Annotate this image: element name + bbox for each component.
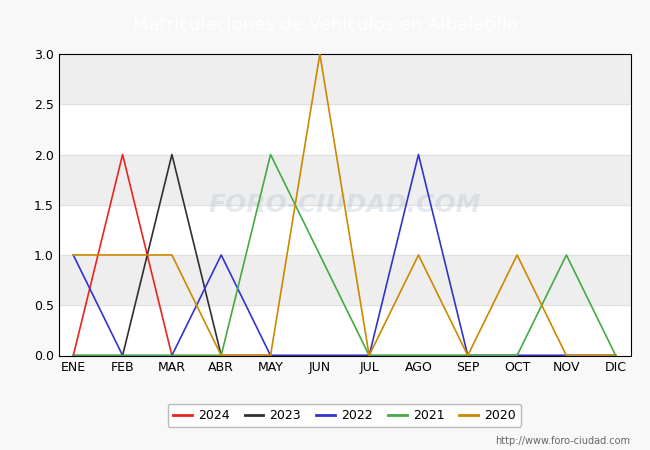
Bar (58, 255, 630, 305)
Text: Matriculaciones de Vehiculos en Albalatillo: Matriculaciones de Vehiculos en Albalati… (133, 16, 517, 34)
Legend: 2024, 2023, 2022, 2021, 2020: 2024, 2023, 2022, 2021, 2020 (168, 404, 521, 427)
Text: http://www.foro-ciudad.com: http://www.foro-ciudad.com (495, 436, 630, 446)
Bar (58, 154, 630, 205)
Text: FORO-CIUDAD.COM: FORO-CIUDAD.COM (208, 193, 481, 217)
Bar (58, 54, 630, 104)
